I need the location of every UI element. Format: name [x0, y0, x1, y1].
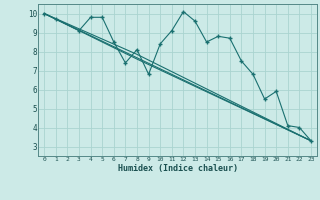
X-axis label: Humidex (Indice chaleur): Humidex (Indice chaleur) — [118, 164, 238, 173]
